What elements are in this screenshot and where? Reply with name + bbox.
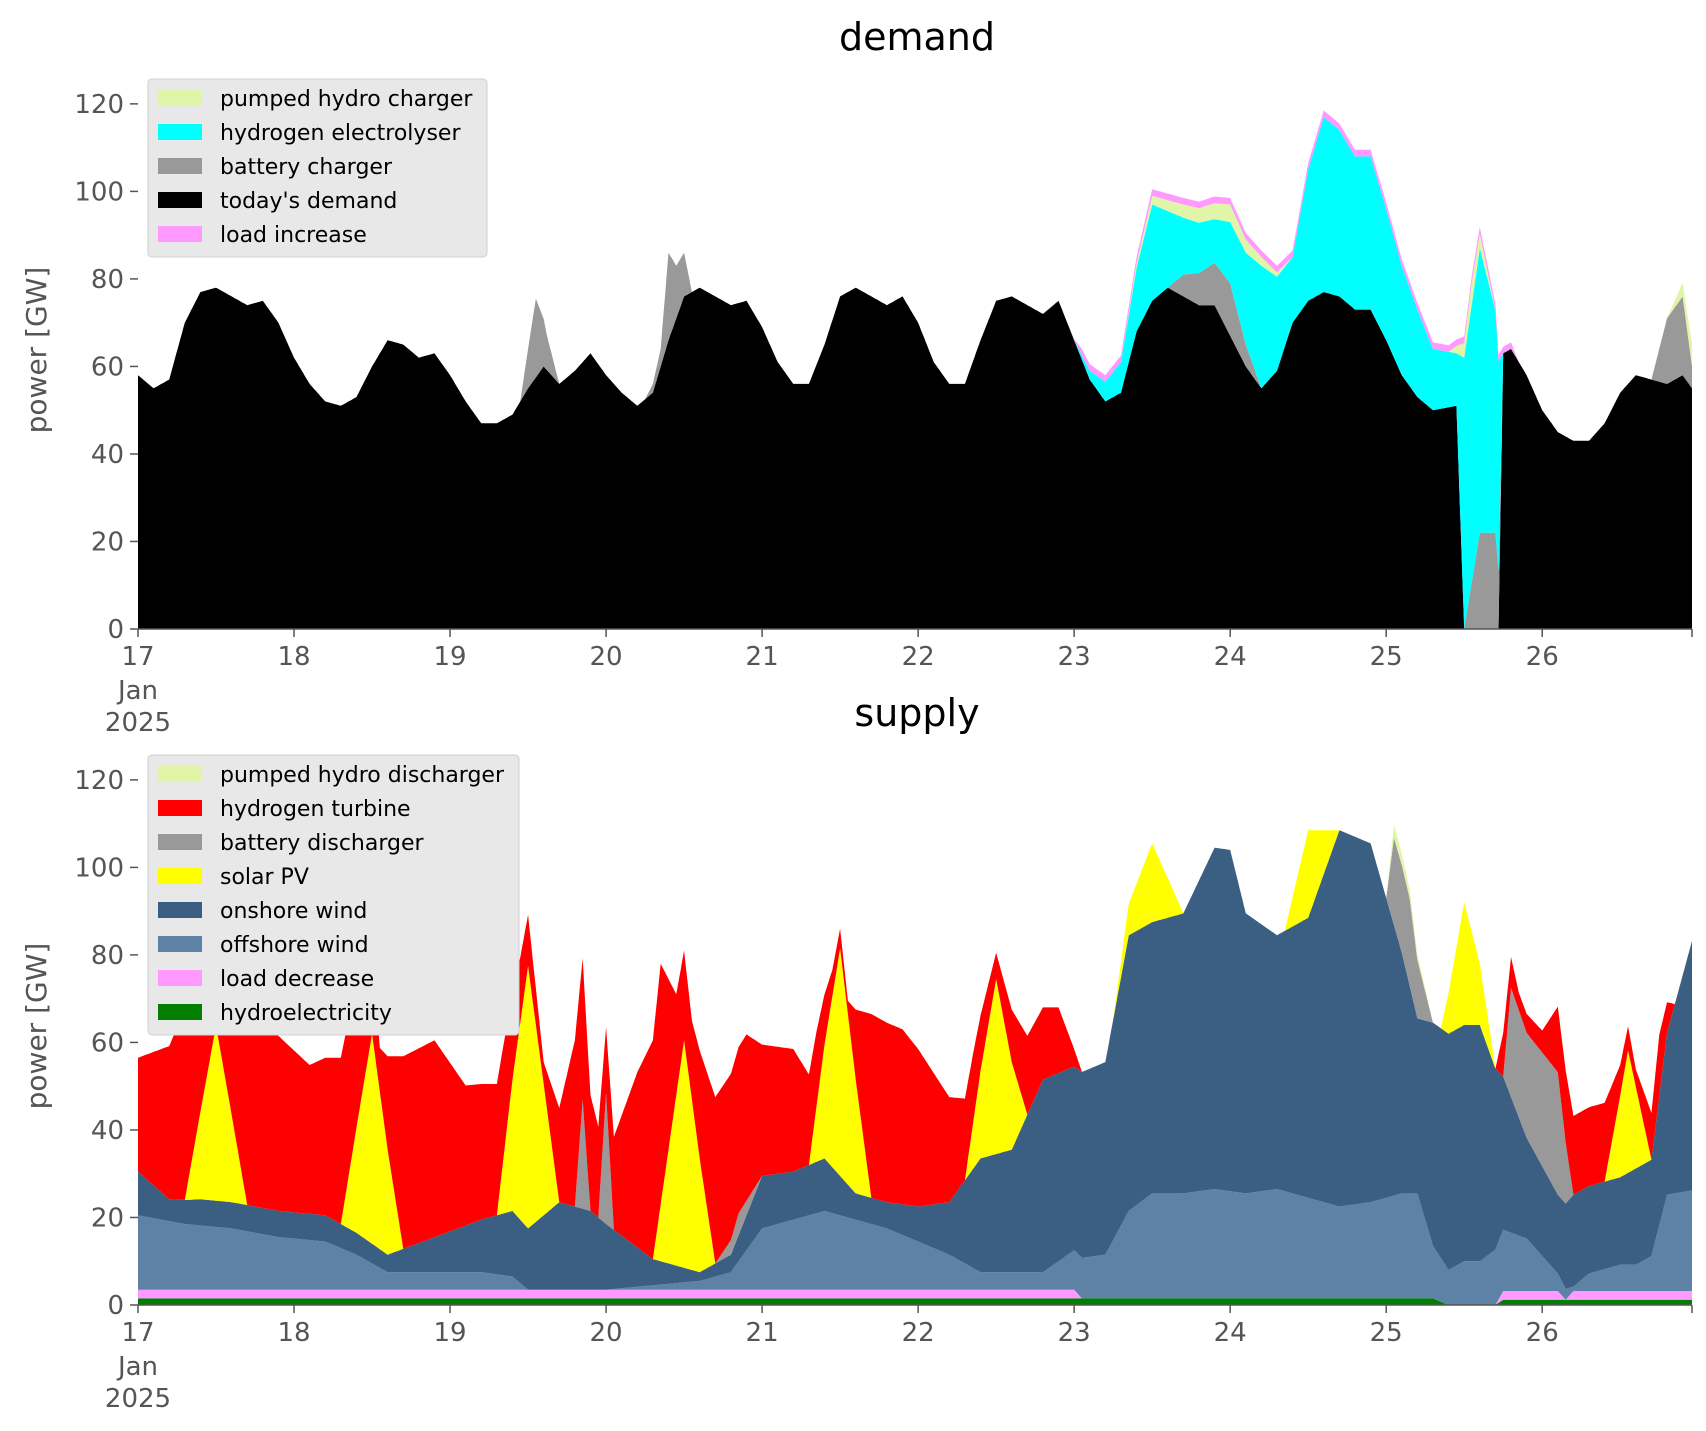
demand-legend-box	[147, 78, 488, 258]
x-tick-sublabel: Jan	[116, 676, 158, 706]
y-tick-label: 100	[74, 177, 124, 207]
legend-swatch	[158, 834, 202, 850]
y-tick-label: 0	[107, 615, 124, 645]
area-offshore-wind	[138, 1189, 1692, 1305]
x-tick-label: 23	[1058, 642, 1091, 672]
y-tick-label: 80	[91, 265, 124, 295]
x-tick-label: 19	[434, 642, 467, 672]
area-load-decrease	[138, 1289, 1692, 1305]
x-tick-label: 26	[1526, 1318, 1559, 1348]
legend-label: offshore wind	[220, 933, 369, 958]
x-tick-label: 20	[590, 642, 623, 672]
x-tick-sublabel: 2025	[105, 1384, 171, 1414]
legend-swatch	[158, 124, 202, 140]
legend-label: load decrease	[220, 967, 374, 992]
legend-label: load increase	[220, 223, 367, 248]
x-tick-label: 23	[1058, 1318, 1091, 1348]
legend-swatch	[158, 766, 202, 782]
legend-swatch	[158, 936, 202, 952]
legend-swatch	[158, 868, 202, 884]
legend-label: hydroelectricity	[220, 1001, 392, 1026]
legend-swatch	[158, 90, 202, 106]
y-tick-label: 60	[91, 352, 124, 382]
x-tick-label: 22	[902, 1318, 935, 1348]
legend-label: battery discharger	[220, 831, 425, 856]
y-tick-label: 40	[91, 1116, 124, 1146]
x-tick-label: 17	[121, 1318, 154, 1348]
legend-swatch	[158, 1004, 202, 1020]
supply-legend: pumped hydro discharger hydrogen turbine b…	[147, 754, 520, 1036]
area-today-s-demand	[138, 287, 1692, 629]
supply-y-axis-label: power [GW]	[20, 943, 53, 1110]
x-tick-label: 20	[590, 1318, 623, 1348]
area-hydrogen-turbine	[138, 830, 1692, 1264]
supply-legend-box	[147, 754, 520, 1036]
y-tick-label: 40	[91, 440, 124, 470]
supply-area-layers	[138, 824, 1692, 1305]
legend-swatch	[158, 902, 202, 918]
x-tick-label: 25	[1370, 1318, 1403, 1348]
legend-swatch	[158, 158, 202, 174]
y-tick-label: 0	[107, 1291, 124, 1321]
legend-label: solar PV	[220, 865, 309, 890]
area-solar-pv	[138, 830, 1692, 1273]
legend-swatch	[158, 192, 202, 208]
demand-chart-title: demand	[839, 15, 995, 59]
x-tick-label: 25	[1370, 642, 1403, 672]
area-onshore-wind	[138, 830, 1692, 1290]
supply-chart: supply power [GW] 02040608010012017Jan20…	[20, 691, 1693, 1414]
area-hydroelectricity	[138, 1298, 1692, 1305]
legend-label: pumped hydro discharger	[220, 763, 505, 788]
x-tick-label: 24	[1214, 1318, 1247, 1348]
x-tick-label: 21	[746, 642, 779, 672]
x-tick-label: 26	[1526, 642, 1559, 672]
y-tick-label: 60	[91, 1028, 124, 1058]
demand-chart: demand power [GW] 02040608010012017Jan20…	[20, 15, 1693, 738]
y-tick-label: 120	[74, 766, 124, 796]
x-tick-label: 24	[1214, 642, 1247, 672]
demand-area-layers	[138, 110, 1692, 629]
y-tick-label: 20	[91, 1203, 124, 1233]
legend-swatch	[158, 226, 202, 242]
x-tick-label: 21	[746, 1318, 779, 1348]
area-load-increase	[138, 110, 1692, 441]
area-hydrogen-electrolyser	[138, 117, 1692, 629]
y-tick-label: 80	[91, 941, 124, 971]
legend-label: hydrogen electrolyser	[220, 121, 461, 146]
legend-swatch	[158, 800, 202, 816]
x-tick-sublabel: Jan	[116, 1352, 158, 1382]
legend-label: today's demand	[220, 189, 397, 214]
legend-label: battery charger	[220, 155, 393, 180]
legend-label: hydrogen turbine	[220, 797, 411, 822]
x-tick-label: 22	[902, 642, 935, 672]
legend-label: onshore wind	[220, 899, 367, 924]
y-tick-label: 120	[74, 90, 124, 120]
x-tick-sublabel: 2025	[105, 708, 171, 738]
x-tick-label: 19	[434, 1318, 467, 1348]
y-tick-label: 100	[74, 853, 124, 883]
x-tick-label: 18	[277, 642, 310, 672]
legend-swatch	[158, 970, 202, 986]
y-tick-label: 20	[91, 527, 124, 557]
demand-legend: pumped hydro charger hydrogen electrolyse…	[147, 78, 488, 258]
demand-y-axis-label: power [GW]	[20, 267, 53, 434]
x-tick-label: 18	[277, 1318, 310, 1348]
x-tick-label: 17	[121, 642, 154, 672]
supply-chart-title: supply	[854, 691, 979, 735]
legend-label: pumped hydro charger	[220, 87, 473, 112]
